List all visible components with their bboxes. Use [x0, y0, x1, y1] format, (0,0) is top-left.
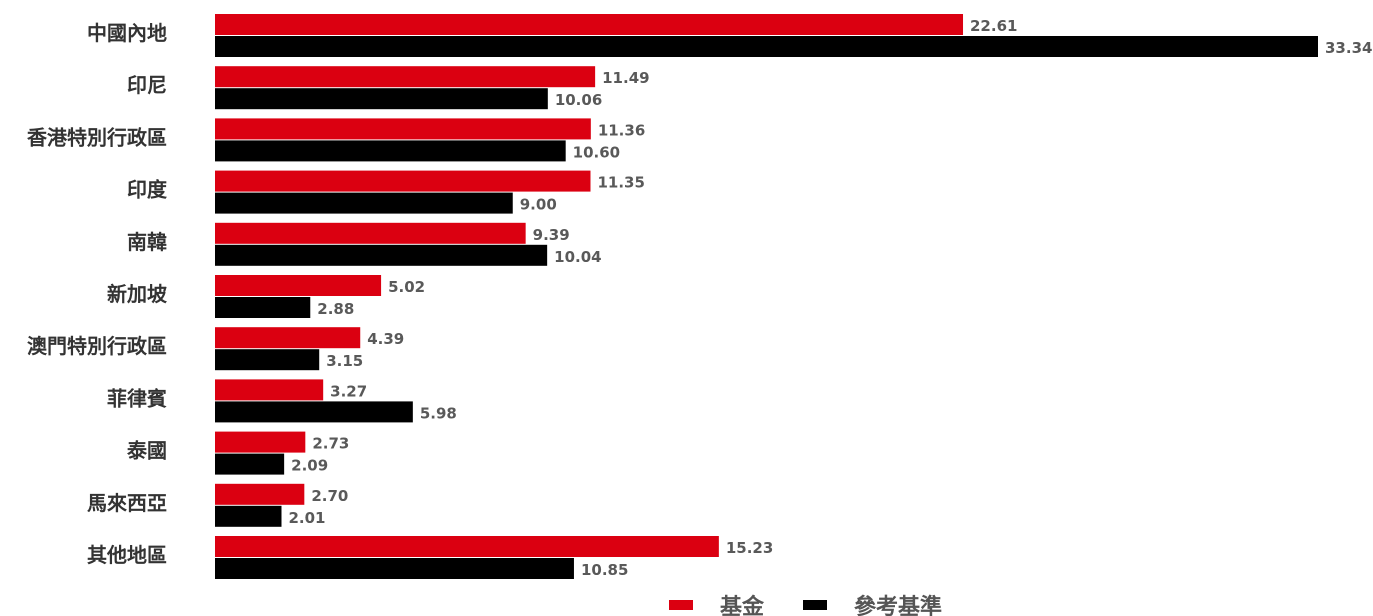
category-label: 南韓 [127, 230, 167, 254]
benchmark-bar [215, 36, 1318, 57]
fund-bar [215, 223, 526, 244]
category-label: 菲律賓 [107, 386, 167, 410]
category-label: 新加坡 [107, 282, 168, 306]
fund-value-label: 15.23 [726, 539, 773, 557]
benchmark-bar [215, 140, 566, 161]
benchmark-value-label: 2.88 [317, 300, 354, 318]
benchmark-bar [215, 558, 574, 579]
fund-value-label: 11.36 [598, 121, 645, 139]
benchmark-value-label: 2.01 [288, 509, 325, 527]
legend-swatch-fund [669, 600, 693, 610]
benchmark-bar [215, 193, 513, 214]
benchmark-value-label: 9.00 [520, 196, 557, 214]
benchmark-bar [215, 349, 319, 370]
category-label: 其他地區 [87, 543, 167, 567]
fund-bar [215, 66, 595, 87]
fund-value-label: 22.61 [970, 17, 1017, 35]
benchmark-value-label: 10.85 [581, 561, 628, 579]
fund-bar [215, 536, 719, 557]
legend-label-benchmark: 參考基準 [854, 594, 942, 616]
fund-bar [215, 484, 304, 505]
fund-bar [215, 275, 381, 296]
fund-value-label: 9.39 [533, 226, 570, 244]
category-label: 澳門特別行政區 [27, 334, 167, 358]
benchmark-value-label: 2.09 [291, 457, 328, 475]
category-label: 香港特別行政區 [27, 125, 167, 149]
category-label: 泰國 [126, 439, 167, 463]
fund-value-label: 11.35 [597, 174, 644, 192]
category-label: 印尼 [127, 73, 167, 97]
fund-value-label: 2.70 [311, 487, 348, 505]
fund-bar [215, 327, 360, 348]
benchmark-bar [215, 245, 547, 266]
benchmark-bar [215, 454, 284, 475]
category-label: 印度 [127, 178, 168, 202]
benchmark-value-label: 10.60 [573, 143, 620, 161]
fund-bar [215, 432, 305, 453]
fund-value-label: 4.39 [367, 330, 404, 348]
benchmark-bar [215, 506, 281, 527]
fund-bar [215, 379, 323, 400]
benchmark-value-label: 3.15 [326, 352, 363, 370]
benchmark-bar [215, 401, 413, 422]
fund-value-label: 3.27 [330, 382, 367, 400]
benchmark-bar [215, 88, 548, 109]
fund-value-label: 5.02 [388, 278, 425, 296]
legend-label-fund: 基金 [720, 594, 765, 616]
fund-value-label: 2.73 [312, 435, 349, 453]
legend-swatch-benchmark [803, 600, 827, 610]
fund-bar [215, 14, 963, 35]
benchmark-value-label: 10.04 [554, 248, 601, 266]
benchmark-value-label: 33.34 [1325, 39, 1372, 57]
fund-bar [215, 118, 591, 139]
category-label: 馬來西亞 [87, 491, 167, 515]
fund-bar [215, 171, 590, 192]
legend: 基金 參考基準 [669, 594, 942, 616]
benchmark-value-label: 10.06 [555, 91, 602, 109]
fund-value-label: 11.49 [602, 69, 649, 87]
benchmark-bar [215, 297, 310, 318]
category-label: 中國內地 [87, 21, 167, 45]
benchmark-value-label: 5.98 [420, 404, 457, 422]
